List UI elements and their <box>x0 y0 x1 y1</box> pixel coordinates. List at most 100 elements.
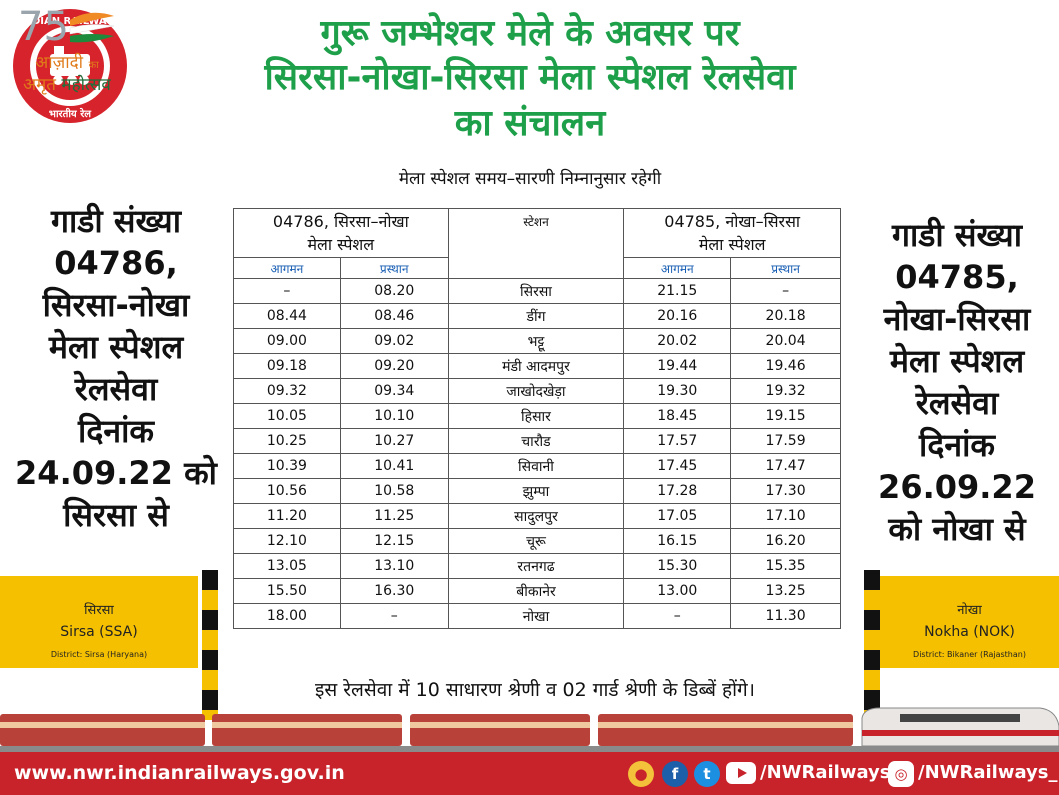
train-a-arrival: 12.10 <box>233 528 341 554</box>
right-line: को नोखा से <box>888 510 1026 548</box>
azadi-amrit-mahotsav-logo: 75 आज़ादी का अमृत महोत्सव <box>0 0 134 100</box>
mahotsav-text: महोत्सव <box>61 75 111 95</box>
train-a-arrival: 10.05 <box>233 403 341 429</box>
train-b-arrival: – <box>623 603 732 629</box>
train-b-arrival: 19.44 <box>623 353 732 379</box>
board-english-name: Sirsa (SSA) <box>60 624 138 640</box>
train-b-arrival: 17.45 <box>623 453 732 479</box>
train-b-departure: 17.59 <box>730 428 841 454</box>
footer-bar: www.nwr.indianrailways.gov.in ● f t /NWR… <box>0 752 1059 795</box>
title-line-2: सिरसा-नोखा-सिरसा मेला स्पेशल रेलसेवा <box>264 57 796 98</box>
board-hindi-name: नोखा <box>957 603 982 618</box>
board-pole-right <box>864 570 880 720</box>
right-line: गाडी संख्या <box>891 216 1023 254</box>
station-board-nokha: नोखा Nokha (NOK) District: Bikaner (Raja… <box>880 576 1059 668</box>
train-a-departure: 12.15 <box>339 528 449 554</box>
footer-handle-1[interactable]: /NWRailways <box>760 762 891 783</box>
board-district: District: Bikaner (Rajasthan) <box>913 650 1026 659</box>
title-line-3: का संचालन <box>454 103 606 144</box>
station-name: जाखोदखेड़ा <box>447 378 625 404</box>
train-a-departure: 11.25 <box>339 503 449 529</box>
station-name: झुम्पा <box>447 478 625 504</box>
timetable-row: 15.50 16.30 बीकानेर 13.00 13.25 <box>233 578 841 604</box>
twitter-icon[interactable]: t <box>694 761 720 787</box>
train-b-departure: 20.18 <box>730 303 841 329</box>
station-name: बीकानेर <box>447 578 625 604</box>
left-train-info: गाडी संख्या 04786, सिरसा-नोखा मेला स्पेश… <box>0 200 232 536</box>
train-a-departure: 10.58 <box>339 478 449 504</box>
timetable-row: 10.39 10.41 सिवानी 17.45 17.47 <box>233 453 841 479</box>
facebook-icon[interactable]: f <box>662 761 688 787</box>
train-b-departure: 19.46 <box>730 353 841 379</box>
timetable-row: 09.18 09.20 मंडी आदमपुर 19.44 19.46 <box>233 353 841 379</box>
train-b-arrival: 13.00 <box>623 578 732 604</box>
train-a-departure: 09.02 <box>339 328 449 354</box>
timetable-row: 18.00– नोखा –11.30 <box>233 603 841 629</box>
train-a-arrival: 15.50 <box>233 578 341 604</box>
train-a-header: 04786, सिरसा–नोखा मेला स्पेशल <box>233 208 449 258</box>
train-a-arrival: 11.20 <box>233 503 341 529</box>
right-line: नोखा-सिरसा <box>883 300 1031 338</box>
timetable-row: 10.05 10.10 हिसार 18.45 19.15 <box>233 403 841 429</box>
timetable-row: 08.44 08.46 डींग 20.16 20.18 <box>233 303 841 329</box>
train-a-title: 04786, सिरसा–नोखा <box>272 212 409 231</box>
train-b-departure: 17.47 <box>730 453 841 479</box>
board-district: District: Sirsa (Haryana) <box>50 650 148 659</box>
station-board-sirsa: सिरसा Sirsa (SSA) District: Sirsa (Harya… <box>0 576 198 668</box>
train-b-arrival: 19.30 <box>623 378 732 404</box>
right-line: 26.09.22 <box>878 468 1036 506</box>
right-line: मेला स्पेशल <box>889 342 1025 380</box>
station-name: रतनगढ <box>447 553 625 579</box>
train-a-departure: 10.10 <box>339 403 449 429</box>
timetable-row: 13.05 13.10 रतनगढ 15.30 15.35 <box>233 553 841 579</box>
train-b-departure: 13.25 <box>730 578 841 604</box>
train-a-departure: 10.41 <box>339 453 449 479</box>
timetable-row: 09.00 09.02 भट्टू 20.02 20.04 <box>233 328 841 354</box>
train-b-arrival: 15.30 <box>623 553 732 579</box>
station-header: स्टेशन <box>447 208 625 279</box>
train-a-departure: 09.20 <box>339 353 449 379</box>
footer-website-link[interactable]: www.nwr.indianrailways.gov.in <box>14 762 345 784</box>
train-a-departure: 16.30 <box>339 578 449 604</box>
koo-icon[interactable]: ● <box>628 761 654 787</box>
youtube-icon[interactable] <box>726 762 756 784</box>
train-b-arrival: 17.57 <box>623 428 732 454</box>
left-line: गाडी संख्या <box>50 202 182 240</box>
azadi-text: आज़ादी <box>35 53 84 73</box>
title-line-1: गुरू जम्भेश्वर मेले के अवसर पर <box>320 13 740 54</box>
train-a-departure: 09.34 <box>339 378 449 404</box>
azadi-line: आज़ादी का <box>0 50 134 73</box>
train-illustration <box>0 707 1059 756</box>
train-b-departure: 17.10 <box>730 503 841 529</box>
timetable-row: 11.20 11.25 सादुलपुर 17.05 17.10 <box>233 503 841 529</box>
train-a-arrival: 09.18 <box>233 353 341 379</box>
board-pole-left <box>202 570 218 720</box>
train-b-arrival-header: आगमन <box>623 257 732 279</box>
train-b-arrival: 20.02 <box>623 328 732 354</box>
instagram-icon[interactable]: ◎ <box>888 761 914 787</box>
amrit-line: अमृत महोत्सव <box>0 72 134 95</box>
coach-composition-note: इस रेलसेवा में 10 साधारण श्रेणी व 02 गार… <box>315 679 755 701</box>
station-name: सिवानी <box>447 453 625 479</box>
train-b-departure-header: प्रस्थान <box>730 257 841 279</box>
train-a-departure-header: प्रस्थान <box>339 257 449 279</box>
right-line: 04785, <box>895 258 1019 296</box>
azadi-ka: का <box>88 60 99 71</box>
train-b-arrival: 17.28 <box>623 478 732 504</box>
train-a-departure: – <box>339 603 449 629</box>
train-b-departure: 19.15 <box>730 403 841 429</box>
board-english-name: Nokha (NOK) <box>924 624 1015 640</box>
train-b-departure: 15.35 <box>730 553 841 579</box>
station-name: डींग <box>447 303 625 329</box>
timetable-header-row: 04786, सिरसा–नोखा मेला स्पेशल स्टेशन 047… <box>233 208 841 279</box>
board-hindi-name: सिरसा <box>84 603 114 618</box>
timetable-row: 09.32 09.34 जाखोदखेड़ा 19.30 19.32 <box>233 378 841 404</box>
train-b-departure: 16.20 <box>730 528 841 554</box>
train-a-arrival: – <box>233 278 341 304</box>
footer-handle-2[interactable]: /NWRailways_ <box>918 762 1058 783</box>
train-a-arrival: 10.39 <box>233 453 341 479</box>
train-b-arrival: 21.15 <box>623 278 732 304</box>
train-a-arrival-header: आगमन <box>233 257 341 279</box>
station-name: भट्टू <box>447 328 625 354</box>
right-line: रेलसेवा <box>915 384 999 422</box>
